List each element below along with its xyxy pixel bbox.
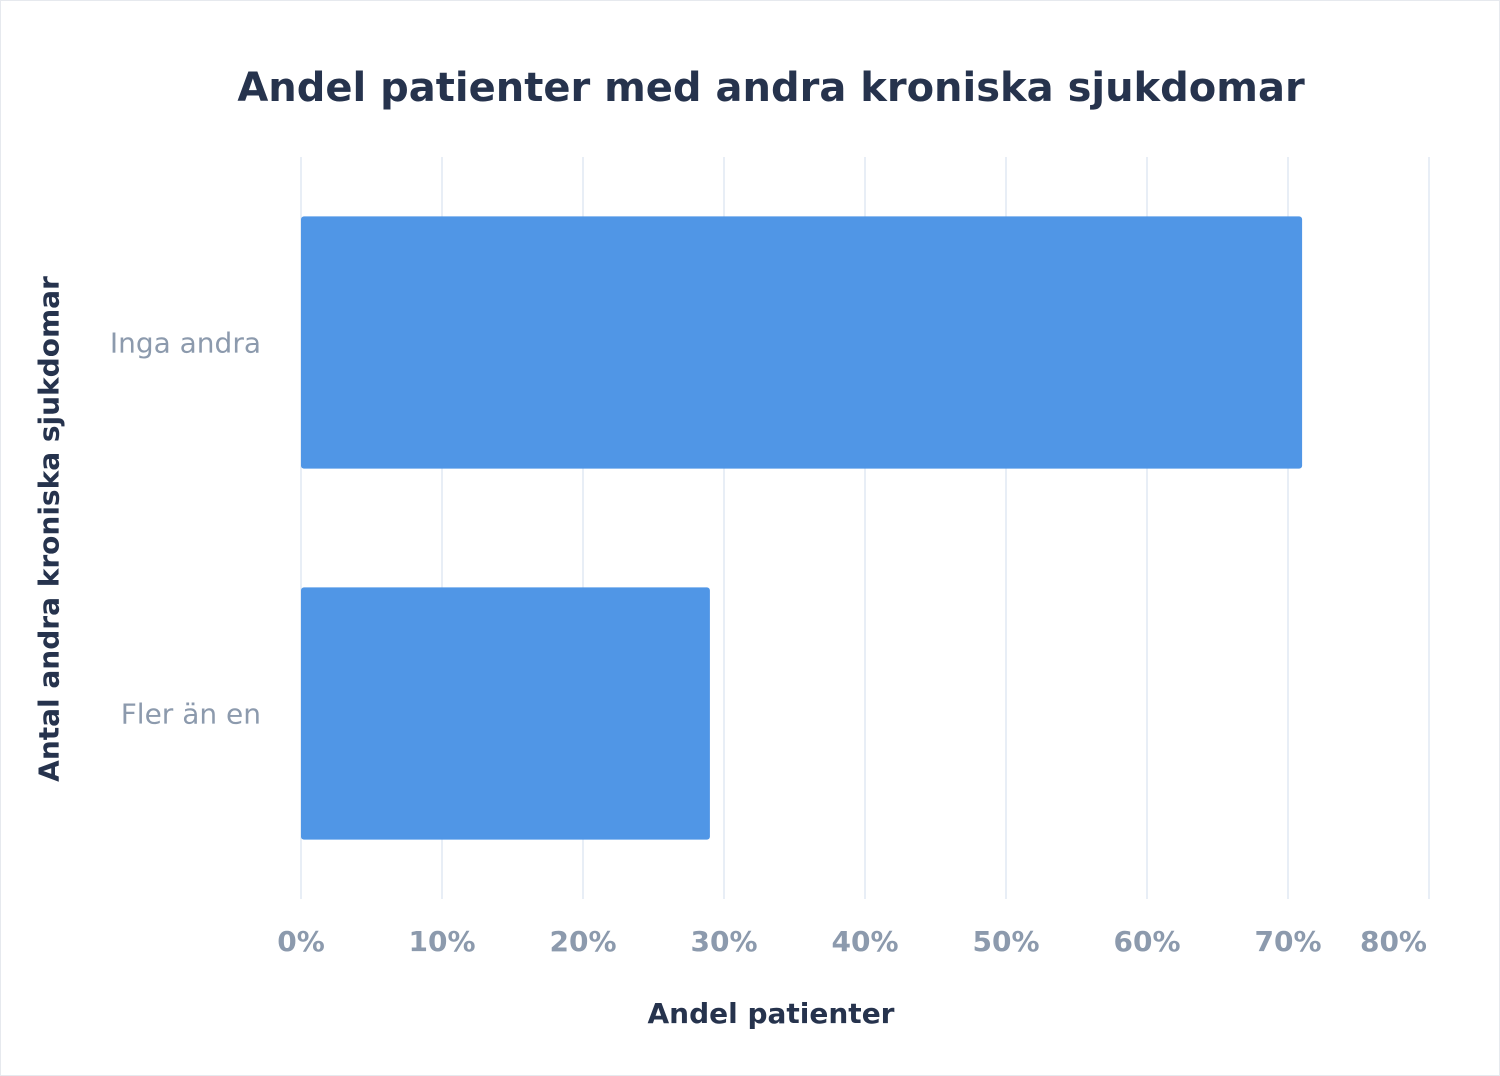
category-label: Fler än en: [121, 698, 261, 731]
x-tick-label: 50%: [972, 925, 1039, 958]
x-tick-label: 80%: [1360, 925, 1427, 958]
x-tick-label: 70%: [1254, 925, 1321, 958]
bar: [301, 216, 1303, 469]
x-tick-label: 20%: [549, 925, 616, 958]
chart-title: Andel patienter med andra kroniska sjukd…: [237, 65, 1305, 111]
x-tick-label: 30%: [690, 925, 757, 958]
bar: [301, 587, 710, 840]
category-label: Inga andra: [110, 327, 261, 360]
bars: [301, 216, 1303, 840]
x-tick-label: 60%: [1113, 925, 1180, 958]
x-tick-label: 10%: [408, 925, 475, 958]
x-axis-title: Andel patienter: [647, 997, 895, 1030]
x-tick-label: 0%: [277, 925, 325, 958]
category-labels: Inga andra Fler än en: [110, 327, 261, 731]
x-tick-label: 40%: [831, 925, 898, 958]
x-tick-labels: 0% 10% 20% 30% 40% 50% 60% 70% 80%: [277, 925, 1427, 958]
